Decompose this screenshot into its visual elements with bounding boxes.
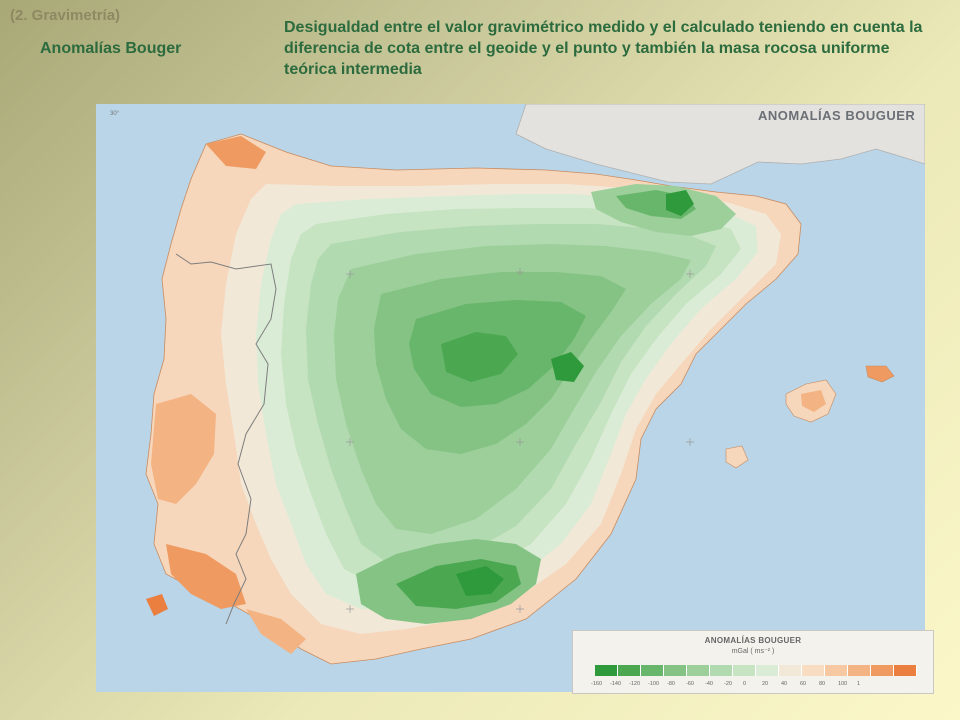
contour-zone-minus160 xyxy=(551,352,584,382)
legend-swatch xyxy=(687,665,710,676)
legend-tick-label: 0 xyxy=(743,681,747,687)
mallorca-core xyxy=(801,390,826,412)
legend-tick-label: -120 xyxy=(629,681,641,687)
legend-tick-label: -40 xyxy=(705,681,713,687)
legend-title: ANOMALÍAS BOUGUER xyxy=(704,636,802,645)
betic-anomaly-peak xyxy=(456,566,504,596)
legend-swatch xyxy=(710,665,733,676)
legend-tick-label: -100 xyxy=(648,681,660,687)
section-label: (2. Gravimetría) xyxy=(10,7,121,24)
legend-swatches xyxy=(595,665,917,676)
legend-swatch xyxy=(664,665,687,676)
legend-ticks: -160 -140 -120 -100 -80 -60 -40 -20 0 20 40 60 80 100… xyxy=(591,681,880,687)
western-positive-anomaly xyxy=(151,394,216,504)
menorca-island xyxy=(865,365,895,383)
legend-swatch xyxy=(894,665,917,676)
legend-swatch xyxy=(825,665,848,676)
legend-tick-label: 100 xyxy=(838,681,848,687)
legend-swatch xyxy=(871,665,894,676)
southwest-positive-anomaly xyxy=(166,544,246,609)
legend-swatch xyxy=(756,665,779,676)
map-title-label: ANOMALÍAS BOUGUER xyxy=(758,108,915,123)
south-coast-positive-anomaly xyxy=(246,609,306,654)
map-legend: ANOMALÍAS BOUGUER mGal ( ms⁻² ) -160 -140… xyxy=(572,630,934,694)
legend-tick-label: -80 xyxy=(667,681,675,687)
legend-tick-label: 40 xyxy=(781,681,788,687)
legend-swatch xyxy=(618,665,641,676)
legend-tick-label: -20 xyxy=(724,681,732,687)
corner-coordinate-label: 30° xyxy=(110,111,120,117)
legend-tick-label: 20 xyxy=(762,681,769,687)
map-svg: ANOMALÍAS BOUGUER 30° xyxy=(96,104,925,692)
legend-tick-label: -140 xyxy=(610,681,622,687)
galicia-positive-anomaly xyxy=(206,136,266,169)
contour-zone-minus140 xyxy=(441,332,518,382)
ibiza-island xyxy=(725,445,749,469)
slide-description: Desigualdad entre el valor gravimétrico … xyxy=(284,19,923,78)
legend-swatch xyxy=(595,665,618,676)
graticule-crosses xyxy=(346,268,694,613)
bouguer-anomaly-map: ANOMALÍAS BOUGUER 30° xyxy=(96,104,925,692)
cape-st-vincent-anomaly xyxy=(146,594,168,616)
legend-tick-label: -160 xyxy=(591,681,603,687)
portugal-spain-border xyxy=(175,253,277,625)
legend-tick-label: 1 xyxy=(857,681,861,687)
pyrenees-anomaly-peak xyxy=(666,190,694,216)
legend-swatch xyxy=(802,665,825,676)
legend-swatch xyxy=(779,665,802,676)
legend-swatch xyxy=(848,665,871,676)
legend-tick-label: 60 xyxy=(800,681,807,687)
legend-swatch xyxy=(733,665,756,676)
legend-swatch xyxy=(641,665,664,676)
slide-title: Anomalías Bouger xyxy=(40,40,182,57)
legend-tick-label: 80 xyxy=(819,681,826,687)
legend-tick-label: -60 xyxy=(686,681,694,687)
legend-unit: mGal ( ms⁻² ) xyxy=(731,648,775,655)
france-landmass xyxy=(515,104,925,185)
